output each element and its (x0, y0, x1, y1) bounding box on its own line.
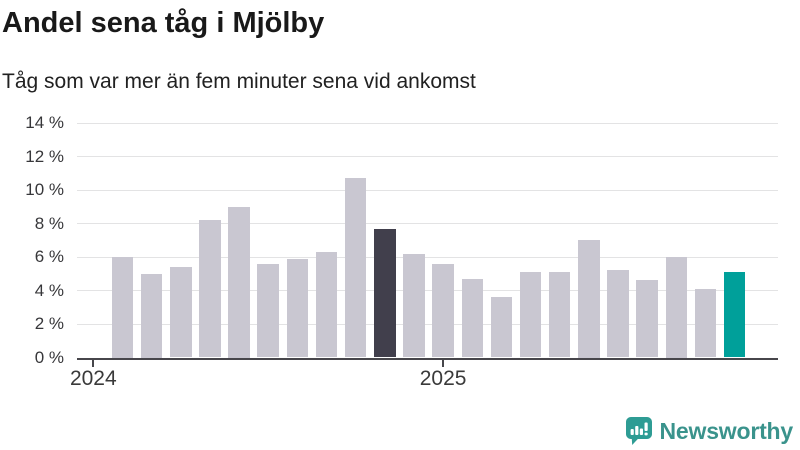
bar (607, 270, 629, 358)
bar (315, 251, 338, 358)
x-axis-tick (442, 357, 445, 367)
y-axis-label: 14 % (25, 113, 64, 132)
gridline (77, 290, 778, 291)
x-axis-tick (92, 357, 95, 367)
bar (432, 263, 454, 358)
y-axis-label: 4 % (34, 280, 64, 300)
bar (374, 228, 396, 358)
bar (344, 178, 367, 358)
bar (490, 297, 513, 358)
bar (548, 272, 571, 358)
y-axis-label: 6 % (34, 247, 64, 266)
y-axis-label: 0 % (34, 347, 64, 367)
bar (723, 272, 746, 358)
bar (199, 220, 221, 358)
newsworthy-logo: Newsworthy (625, 416, 793, 445)
bar (403, 253, 425, 358)
bar (111, 257, 134, 358)
bar (578, 240, 600, 358)
gridline (77, 256, 778, 258)
bar (665, 257, 688, 358)
newsworthy-logo-icon (625, 417, 652, 445)
y-axis-label: 12 % (25, 146, 64, 166)
bar (286, 258, 309, 358)
x-axis-label: 2024 (69, 367, 117, 390)
gridline (77, 323, 778, 325)
x-axis-line (77, 357, 778, 360)
chart-title: Andel sena tåg i Mjölby (2, 7, 325, 39)
bar (636, 280, 658, 358)
bar (694, 288, 717, 358)
y-axis-label: 2 % (34, 314, 64, 333)
x-axis-label: 2025 (419, 367, 467, 390)
gridline (77, 189, 778, 191)
bar (257, 263, 279, 358)
bar (519, 272, 542, 358)
y-axis-label: 8 % (34, 213, 64, 233)
gridline (77, 156, 778, 157)
gridline (77, 122, 778, 124)
bar (140, 273, 163, 358)
bar (461, 278, 483, 358)
bar (170, 267, 192, 358)
y-axis-label: 10 % (25, 180, 64, 199)
bar (228, 206, 250, 358)
chart-subtitle: Tåg som var mer än fem minuter sena vid … (2, 70, 476, 93)
newsworthy-logo-text: Newsworthy (659, 417, 794, 444)
gridline (77, 223, 778, 224)
